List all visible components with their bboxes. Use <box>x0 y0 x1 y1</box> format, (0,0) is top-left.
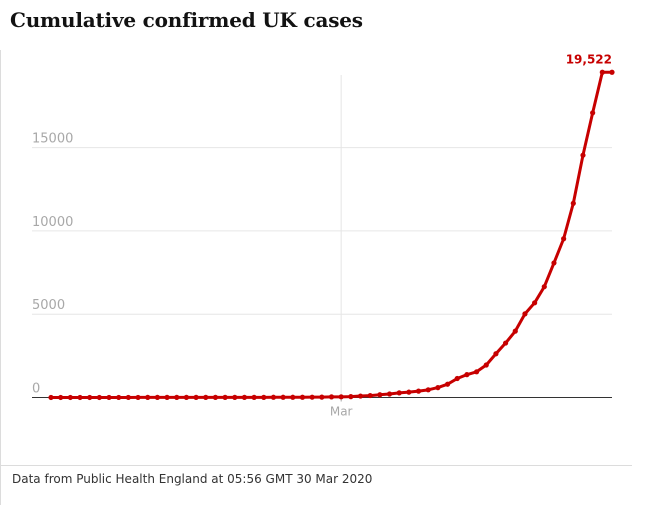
data-point <box>473 369 480 375</box>
data-point <box>58 394 64 401</box>
series-line-cases <box>49 70 614 399</box>
data-point <box>415 388 422 394</box>
data-point <box>561 236 567 242</box>
data-point <box>96 394 102 401</box>
y-tick-label-10000: 10000 <box>32 215 73 230</box>
data-point <box>444 381 451 387</box>
data-point <box>435 385 441 391</box>
end-value-label: 19,522 <box>566 52 612 66</box>
data-point <box>67 394 73 401</box>
data-point <box>522 311 528 317</box>
gridlines <box>32 75 612 402</box>
data-point <box>609 69 615 75</box>
data-point <box>212 394 219 400</box>
data-point <box>251 394 257 400</box>
data-point <box>203 394 209 400</box>
data-point <box>87 394 93 401</box>
data-point <box>406 389 412 395</box>
data-point <box>174 394 180 400</box>
data-point <box>116 394 122 401</box>
data-point <box>454 375 460 382</box>
data-point <box>77 394 83 401</box>
data-point <box>483 362 489 368</box>
data-point <box>135 394 141 401</box>
data-point <box>377 392 383 398</box>
data-point <box>319 394 325 400</box>
data-point <box>367 392 373 399</box>
data-point <box>222 394 228 400</box>
left-divider <box>0 50 1 505</box>
data-point <box>309 394 315 400</box>
data-point <box>299 394 306 400</box>
data-point <box>261 394 267 400</box>
data-point <box>145 394 151 400</box>
data-point <box>590 110 596 116</box>
data-point <box>338 394 344 400</box>
data-point <box>541 284 547 290</box>
y-tick-label-15000: 15000 <box>32 132 73 147</box>
y-tick-label-5000: 5000 <box>32 298 65 313</box>
data-point <box>551 260 557 266</box>
data-point <box>232 394 238 400</box>
x-tick-label-mar: Mar <box>330 405 353 419</box>
data-point <box>493 351 499 357</box>
data-point <box>580 152 586 158</box>
data-point <box>503 340 509 346</box>
data-point <box>154 394 160 400</box>
data-point <box>464 372 470 378</box>
labels: 0 5000 10000 15000 Mar 19,522 <box>32 52 612 418</box>
data-point <box>125 394 131 401</box>
data-point <box>512 328 518 334</box>
data-point <box>425 387 431 393</box>
chart-title: Cumulative confirmed UK cases <box>10 8 363 32</box>
data-point <box>164 394 170 400</box>
data-point <box>241 394 248 400</box>
data-point <box>270 394 277 400</box>
data-point <box>48 394 54 401</box>
data-point <box>328 394 335 400</box>
data-point <box>599 69 605 75</box>
data-point <box>280 394 286 400</box>
data-point <box>290 394 296 400</box>
data-point <box>357 393 364 399</box>
data-point <box>386 391 393 397</box>
source-note: Data from Public Health England at 05:56… <box>12 472 373 486</box>
data-point <box>396 390 402 396</box>
data-point <box>532 300 538 306</box>
data-point <box>348 394 354 400</box>
y-tick-label-0: 0 <box>32 382 40 397</box>
footer-divider <box>0 465 632 466</box>
data-point <box>106 394 112 401</box>
series-cases <box>48 69 615 401</box>
data-point <box>183 394 190 400</box>
data-point <box>193 394 199 400</box>
data-point <box>570 200 576 206</box>
